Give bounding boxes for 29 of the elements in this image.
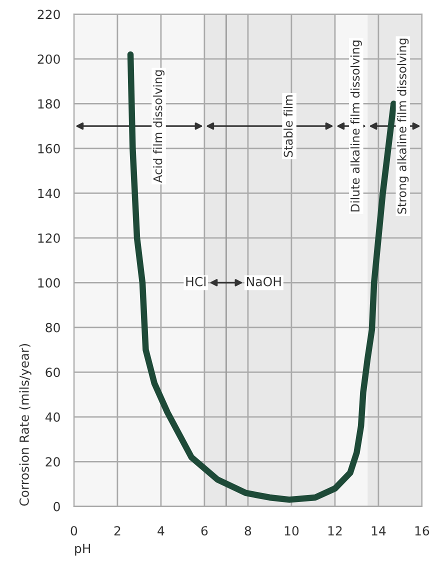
y-tick-label: 220 bbox=[38, 10, 60, 20]
x-tick-label: 4 bbox=[158, 526, 164, 536]
x-tick-label: 8 bbox=[244, 526, 252, 536]
x-tick-label: 16 bbox=[415, 526, 430, 536]
band-label: Acid film dissolving bbox=[153, 70, 164, 183]
y-tick-label: 40 bbox=[45, 412, 60, 422]
x-tick-label: 0 bbox=[70, 526, 78, 536]
y-tick-label: 160 bbox=[38, 144, 60, 154]
x-tick-label: 6 bbox=[201, 526, 208, 536]
y-tick-label: 180 bbox=[38, 99, 60, 109]
y-tick-label: 80 bbox=[46, 322, 60, 332]
x-axis-title: pH bbox=[75, 544, 90, 556]
y-axis-title: Corrosion Rate (mils/year) bbox=[19, 344, 32, 506]
y-tick-label: 60 bbox=[46, 368, 60, 378]
y-tick-label: 20 bbox=[46, 457, 60, 467]
y-tick-label: 120 bbox=[38, 233, 60, 243]
annotation: NaOH bbox=[247, 276, 281, 286]
x-tick-label: 2 bbox=[114, 526, 120, 536]
x-tick-label: 10 bbox=[284, 526, 299, 536]
y-tick-label: 200 bbox=[38, 54, 60, 64]
annotation: HCl bbox=[186, 276, 206, 286]
x-tick-label: 12 bbox=[328, 526, 342, 536]
band-label: Dilute alkaline film dissolving bbox=[350, 40, 362, 212]
y-tick-label: 100 bbox=[38, 278, 60, 288]
band-label: Strong alkaline film dissolving bbox=[397, 38, 409, 214]
y-tick-label: 140 bbox=[38, 188, 60, 198]
x-tick-label: 14 bbox=[372, 526, 386, 536]
band-label: Stable film bbox=[284, 95, 293, 157]
y-tick-label: 0 bbox=[54, 502, 60, 512]
